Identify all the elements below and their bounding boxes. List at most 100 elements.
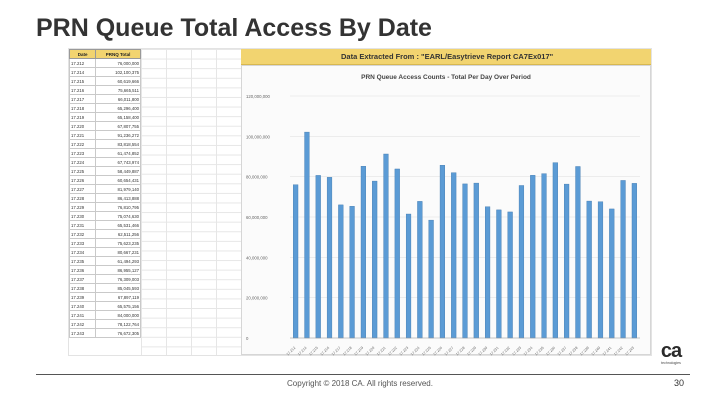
x-tick-label: 17.236	[545, 346, 556, 356]
bar-chart: 0 20,000,000 40,000,000 60,000,000 80,000,00…	[246, 94, 640, 356]
x-tick-label: 17.223	[399, 346, 410, 356]
table-row: 17.216 75,665,511	[68, 85, 141, 95]
bar	[462, 183, 468, 339]
x-tick-label: 17.234	[523, 346, 534, 356]
date-cell: 17.215	[68, 76, 97, 86]
x-tick-label: 17.235	[534, 346, 545, 356]
x-tick-label: 17.215	[308, 346, 319, 356]
table-row: 17.223 61,474,852	[68, 148, 141, 158]
chart-area: PRN Queue Access Counts - Total Per Day …	[241, 65, 651, 356]
bar	[439, 165, 445, 339]
bar	[338, 204, 344, 339]
bar	[360, 166, 366, 339]
bar	[586, 200, 592, 339]
x-tick-label: 17.233	[512, 346, 523, 356]
bar	[417, 201, 423, 339]
total-cell: 75,623,235	[95, 238, 141, 248]
slide-title: PRN Queue Total Access By Date	[36, 14, 432, 42]
logo-subtext: technologies	[661, 361, 681, 365]
date-cell: 17.216	[68, 85, 97, 95]
total-cell: 84,000,000	[95, 310, 141, 320]
bar	[518, 185, 525, 339]
bar	[451, 172, 457, 339]
bar	[496, 209, 502, 339]
table-row: 17.239 67,897,119	[68, 292, 141, 302]
table-row: 17.243 76,672,305	[68, 328, 141, 338]
y-tick-label: 100,000,000	[246, 134, 271, 139]
total-cell: 102,100,375	[95, 67, 141, 77]
ca-logo: ca technologies	[654, 341, 688, 370]
spreadsheet-image: Date PRNQ Total 17.212 76,000,000 17.214 10…	[68, 48, 652, 356]
table-row: 17.230 75,074,630	[68, 211, 141, 221]
table-row: 17.226 60,654,431	[68, 175, 141, 185]
y-tick-label: 0	[246, 336, 249, 341]
x-tick-label: 17.225	[421, 346, 432, 356]
date-cell: 17.212	[68, 58, 97, 68]
empty-cell-grid	[141, 49, 241, 355]
total-cell: 81,979,140	[95, 184, 141, 194]
total-cell: 61,494,293	[95, 256, 141, 266]
table-row: 17.215 60,619,666	[68, 76, 141, 86]
x-tick-label: 17.219	[353, 346, 364, 356]
x-tick-label: 17.224	[410, 346, 421, 356]
copyright-text: Copyright © 2018 CA. All rights reserved…	[287, 379, 433, 388]
table-row: 17.224 67,743,974	[68, 157, 141, 167]
bar	[428, 219, 434, 339]
total-cell: 86,413,888	[95, 193, 141, 203]
total-cell: 78,122,764	[95, 319, 141, 329]
chart-title: PRN Queue Access Counts - Total Per Day …	[361, 74, 531, 81]
x-tick-label: 17.227	[444, 346, 455, 356]
total-cell: 65,296,400	[95, 103, 141, 113]
x-tick-label: 17.240	[591, 346, 602, 356]
y-tick-label: 80,000,000	[246, 175, 268, 180]
x-tick-label: 17.214	[297, 346, 308, 356]
x-tick-label: 17.239	[579, 346, 590, 356]
x-tick-label: 17.221	[376, 346, 387, 356]
table-row: 17.233 75,623,235	[68, 238, 141, 248]
total-cell: 75,665,511	[95, 85, 141, 95]
bar	[372, 180, 378, 339]
date-cell: 17.222	[68, 139, 97, 149]
date-cell: 17.229	[68, 202, 97, 212]
table-row: 17.228 86,413,888	[68, 193, 141, 203]
bar	[609, 208, 615, 339]
date-cell: 17.231	[68, 220, 97, 230]
table-row: 17.237 76,309,003	[68, 274, 141, 284]
table-row: 17.241 84,000,000	[68, 310, 141, 320]
total-cell: 67,897,119	[95, 292, 141, 302]
column-header-total: PRNQ Total	[95, 49, 141, 59]
total-cell: 65,158,400	[95, 112, 141, 122]
total-cell: 80,667,231	[95, 247, 141, 257]
data-table: Date PRNQ Total 17.212 76,000,000 17.214 10…	[68, 49, 141, 338]
y-tick-label: 40,000,000	[246, 255, 268, 260]
date-cell: 17.217	[68, 94, 97, 104]
bar	[620, 180, 626, 339]
x-tick-label: 17.242	[613, 346, 624, 356]
bar	[349, 206, 355, 339]
total-cell: 76,309,003	[95, 274, 141, 284]
bar	[326, 177, 333, 339]
y-tick-label: 20,000,000	[246, 296, 268, 301]
x-tick-label: 17.230	[478, 346, 489, 356]
bar	[575, 166, 581, 339]
total-cell: 85,045,593	[95, 283, 141, 293]
table-row: 17.231 65,531,466	[68, 220, 141, 230]
total-cell: 62,511,256	[95, 229, 141, 239]
x-tick-label: 17.222	[387, 346, 398, 356]
x-tick-label: 17.238	[568, 346, 579, 356]
x-tick-label: 17.231	[489, 346, 500, 356]
date-cell: 17.234	[68, 247, 97, 257]
date-cell: 17.232	[68, 229, 97, 239]
bar	[485, 206, 491, 339]
bar	[597, 201, 604, 339]
date-cell: 17.239	[68, 292, 97, 302]
bar	[530, 175, 536, 339]
table-row: 17.236 86,955,127	[68, 265, 141, 275]
bar	[631, 183, 637, 339]
table-row: 17.218 65,296,400	[68, 103, 141, 113]
x-tick-label: 17.229	[466, 346, 477, 356]
table-row: 17.217 66,011,800	[68, 94, 141, 104]
date-cell: 17.228	[68, 193, 97, 203]
bar	[507, 211, 513, 339]
x-tick-label: 17.220	[365, 346, 376, 356]
